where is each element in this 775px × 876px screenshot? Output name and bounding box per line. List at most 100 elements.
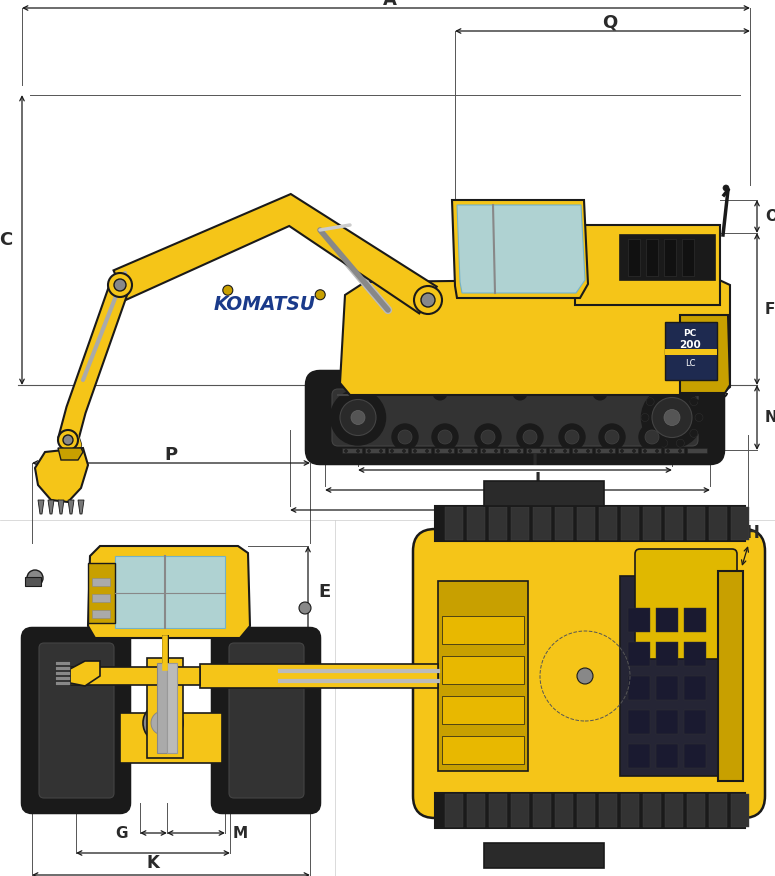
Bar — [167, 663, 177, 753]
Circle shape — [587, 449, 590, 453]
Circle shape — [518, 449, 521, 453]
Circle shape — [593, 386, 607, 400]
Circle shape — [517, 424, 543, 450]
Bar — [442, 696, 524, 724]
Bar — [70, 667, 200, 685]
Circle shape — [605, 430, 619, 444]
Circle shape — [598, 449, 601, 453]
Circle shape — [643, 449, 646, 453]
FancyBboxPatch shape — [306, 371, 724, 464]
Circle shape — [577, 668, 593, 684]
Circle shape — [723, 185, 729, 191]
Bar — [682, 239, 694, 276]
Bar — [555, 794, 573, 827]
Bar — [157, 663, 167, 753]
Bar — [342, 448, 362, 453]
Text: M: M — [233, 825, 248, 840]
Bar — [665, 794, 683, 827]
Circle shape — [529, 449, 532, 453]
Circle shape — [449, 449, 452, 453]
Circle shape — [695, 413, 703, 421]
Bar — [115, 556, 225, 628]
Bar — [147, 658, 183, 758]
Bar — [575, 225, 720, 305]
Bar — [599, 507, 617, 540]
Bar — [484, 481, 604, 506]
Circle shape — [460, 449, 463, 453]
Circle shape — [108, 273, 132, 297]
Circle shape — [421, 293, 435, 307]
Polygon shape — [38, 500, 44, 514]
Circle shape — [391, 449, 394, 453]
Bar — [555, 507, 573, 540]
Text: H: H — [745, 524, 759, 542]
Circle shape — [331, 391, 385, 444]
Polygon shape — [58, 500, 64, 514]
Circle shape — [402, 449, 405, 453]
Circle shape — [356, 449, 360, 453]
Text: Q: Q — [602, 14, 618, 32]
Circle shape — [494, 449, 498, 453]
Bar — [731, 507, 749, 540]
Bar — [577, 794, 595, 827]
Bar — [549, 448, 569, 453]
Circle shape — [315, 290, 325, 300]
Bar — [92, 578, 110, 586]
Bar — [435, 506, 745, 541]
Polygon shape — [680, 315, 730, 393]
Bar — [577, 507, 595, 540]
Bar — [620, 235, 715, 280]
Polygon shape — [340, 278, 730, 395]
Bar — [656, 710, 678, 734]
Bar — [92, 594, 110, 602]
Circle shape — [425, 449, 429, 453]
Text: O: O — [765, 209, 775, 224]
Bar — [438, 581, 528, 771]
Bar — [656, 676, 678, 700]
Circle shape — [351, 411, 365, 425]
Bar — [25, 577, 41, 586]
Bar — [628, 239, 640, 276]
Circle shape — [433, 386, 447, 400]
Polygon shape — [78, 500, 84, 514]
Bar — [664, 239, 676, 276]
Polygon shape — [68, 500, 74, 514]
Circle shape — [632, 449, 636, 453]
Bar — [709, 794, 727, 827]
FancyBboxPatch shape — [22, 628, 130, 813]
Text: PC: PC — [684, 328, 697, 337]
Bar — [467, 794, 485, 827]
Bar — [684, 710, 706, 734]
Circle shape — [299, 602, 311, 614]
Bar — [621, 794, 639, 827]
Bar — [55, 676, 70, 680]
Circle shape — [664, 409, 680, 426]
Circle shape — [559, 424, 585, 450]
Text: J: J — [535, 471, 541, 489]
Bar — [641, 448, 661, 453]
Text: N: N — [765, 410, 775, 425]
Circle shape — [345, 449, 347, 453]
Bar — [365, 448, 385, 453]
Bar — [643, 794, 661, 827]
Bar — [457, 448, 477, 453]
Bar — [92, 610, 110, 618]
Bar — [599, 794, 617, 827]
Bar — [442, 616, 524, 644]
Circle shape — [645, 430, 659, 444]
Circle shape — [398, 430, 412, 444]
Circle shape — [222, 286, 232, 295]
Bar — [621, 507, 639, 540]
Bar — [489, 794, 507, 827]
Circle shape — [27, 570, 43, 586]
Polygon shape — [70, 661, 100, 686]
Text: K: K — [146, 854, 160, 872]
Bar — [709, 507, 727, 540]
Circle shape — [114, 279, 126, 291]
Circle shape — [660, 439, 667, 447]
Bar — [533, 794, 551, 827]
Circle shape — [58, 430, 78, 450]
Text: A: A — [383, 0, 397, 9]
Circle shape — [646, 398, 654, 406]
Circle shape — [677, 439, 684, 447]
